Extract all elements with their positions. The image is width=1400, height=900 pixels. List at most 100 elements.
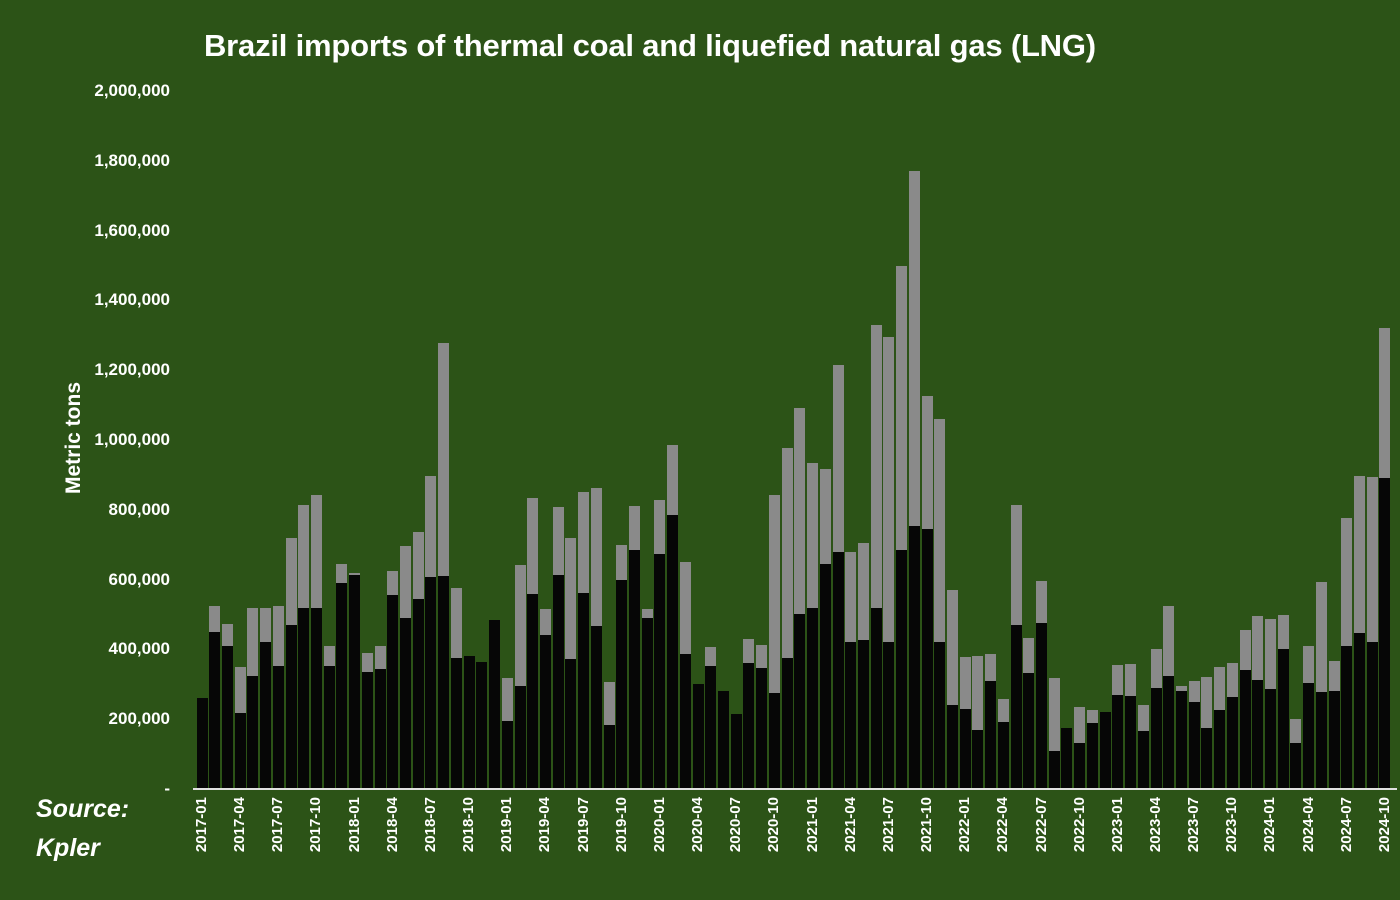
- coal-segment: [1239, 669, 1251, 789]
- coal-segment: [730, 713, 742, 789]
- coal-segment: [946, 705, 958, 789]
- x-tick-label-2021-07: 2021-07: [879, 797, 897, 853]
- y-tick-label: 1,400,000: [94, 290, 170, 310]
- bar-2021-05: [857, 542, 869, 789]
- y-axis-title: Metric tons: [62, 381, 86, 495]
- lng-segment: [578, 492, 590, 593]
- coal-segment: [438, 576, 450, 789]
- lng-segment: [1379, 327, 1391, 478]
- coal-segment: [705, 666, 717, 789]
- bar-2023-11: [1239, 629, 1251, 789]
- coal-segment: [1036, 623, 1048, 789]
- coal-segment: [997, 721, 1009, 789]
- x-tick-label-2019-07: 2019-07: [574, 797, 592, 853]
- coal-segment: [1175, 690, 1187, 789]
- bar-2023-02: [1125, 663, 1137, 789]
- bar-2021-10: [921, 396, 933, 789]
- lng-segment: [374, 645, 386, 670]
- coal-segment: [349, 575, 361, 789]
- lng-segment: [756, 644, 768, 669]
- lng-segment: [1036, 581, 1048, 624]
- lng-segment: [501, 678, 513, 721]
- lng-segment: [336, 563, 348, 584]
- bar-2023-10: [1226, 663, 1238, 789]
- lng-segment: [1175, 686, 1187, 691]
- y-tick-label: 1,000,000: [94, 430, 170, 449]
- x-tick-label-2019-10: 2019-10: [612, 797, 630, 853]
- bar-2018-04: [387, 570, 399, 789]
- lng-segment: [323, 646, 335, 667]
- coal-segment: [221, 645, 233, 789]
- coal-segment: [679, 653, 691, 789]
- bar-2022-06: [1023, 637, 1035, 789]
- source-note: Source: Kpler: [36, 790, 129, 868]
- bar-2023-09: [1214, 666, 1226, 789]
- x-tick-label-2020-04: 2020-04: [689, 797, 707, 853]
- bar-2019-05: [552, 507, 564, 789]
- coal-segment: [1214, 710, 1226, 789]
- bar-2022-09: [1061, 727, 1073, 789]
- bar-2017-09: [298, 504, 310, 789]
- bar-2021-12: [946, 590, 958, 789]
- coal-segment: [845, 642, 857, 789]
- x-tick-label-2020-10: 2020-10: [765, 797, 783, 853]
- x-tick-label-2023-04: 2023-04: [1147, 797, 1164, 853]
- bar-2017-12: [336, 563, 348, 789]
- y-tick-label: 800,000: [108, 499, 170, 519]
- coal-segment: [514, 685, 526, 789]
- x-tick-label-2020-07: 2020-07: [727, 797, 745, 853]
- x-tick-label-2017-10: 2017-10: [307, 797, 325, 853]
- coal-segment: [616, 579, 628, 789]
- x-tick-label-2018-07: 2018-07: [421, 797, 439, 853]
- bar-2021-02: [819, 468, 831, 789]
- coal-segment: [985, 681, 997, 789]
- bar-2023-08: [1201, 677, 1213, 789]
- bar-2019-11: [628, 505, 640, 789]
- coal-segment: [896, 549, 908, 789]
- x-tick-label-2018-04: 2018-04: [383, 797, 401, 853]
- lng-segment: [412, 532, 424, 599]
- coal-segment: [247, 675, 259, 789]
- lng-segment: [1328, 661, 1340, 691]
- coal-segment: [1163, 675, 1175, 789]
- lng-segment: [298, 504, 310, 608]
- bar-2022-07: [1036, 581, 1048, 789]
- lng-segment: [1341, 517, 1353, 646]
- bar-2017-07: [272, 606, 284, 789]
- coal-segment: [539, 634, 551, 789]
- coal-segment: [883, 642, 895, 789]
- lng-segment: [870, 324, 882, 608]
- x-tick-label-2022-10: 2022-10: [1070, 797, 1088, 853]
- coal-segment: [374, 669, 386, 789]
- x-tick-label-2017-04: 2017-04: [231, 797, 249, 853]
- x-tick-label-2023-01: 2023-01: [1108, 797, 1126, 853]
- lng-segment: [1315, 582, 1327, 693]
- lng-segment: [539, 608, 551, 635]
- coal-segment: [718, 690, 730, 789]
- coal-segment: [501, 720, 513, 789]
- lng-segment: [1201, 677, 1213, 729]
- x-tick-label-2021-10: 2021-10: [918, 797, 936, 853]
- coal-segment: [870, 607, 882, 789]
- bar-2019-01: [501, 678, 513, 789]
- lng-segment: [310, 495, 322, 608]
- source-label: Source:: [36, 795, 130, 823]
- x-tick-label-2017-07: 2017-07: [269, 797, 287, 853]
- bar-2024-08: [1354, 475, 1366, 789]
- bar-2020-12: [794, 407, 806, 789]
- x-tick-label-2024-04: 2024-04: [1299, 797, 1317, 853]
- coal-segment: [336, 583, 348, 789]
- bar-2019-09: [603, 681, 615, 789]
- coal-segment: [527, 593, 539, 789]
- y-tick-label: -: [164, 779, 170, 798]
- coal-segment: [1315, 692, 1327, 789]
- coal-segment: [209, 631, 221, 789]
- coal-segment: [476, 661, 488, 789]
- lng-segment: [768, 495, 780, 694]
- lng-segment: [1125, 663, 1137, 696]
- bar-2018-10: [463, 656, 475, 789]
- x-tick-label-2024-07: 2024-07: [1337, 797, 1355, 853]
- bar-2022-11: [1086, 709, 1098, 789]
- coal-segment: [908, 525, 920, 789]
- bar-2019-03: [527, 497, 539, 789]
